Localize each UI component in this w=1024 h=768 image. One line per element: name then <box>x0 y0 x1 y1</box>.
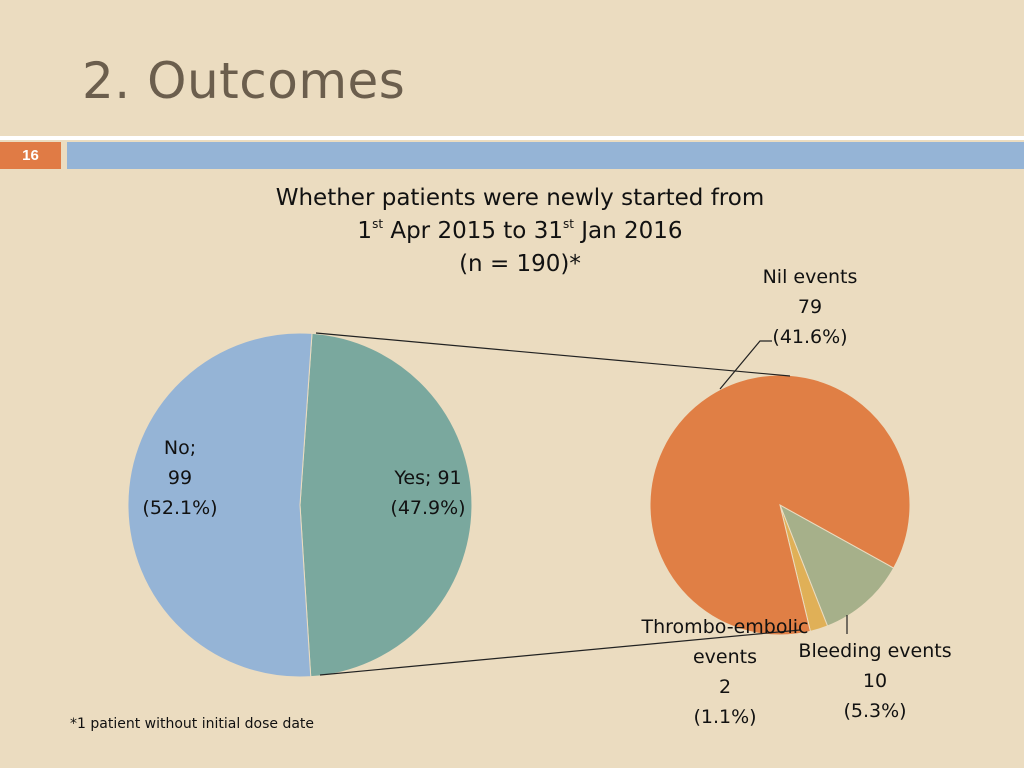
header-band <box>67 142 1024 169</box>
slice-label-no: No; 99 (52.1%) <box>130 433 230 523</box>
chart-title-line-1: Whether patients were newly started from <box>275 185 765 211</box>
footnote: *1 patient without initial dose date <box>70 716 315 732</box>
thrombo-label-line-1: Thrombo-embolic <box>641 616 809 638</box>
chart-title: Whether patients were newly started from… <box>200 182 840 281</box>
bleeding-label: Bleeding events <box>798 640 952 662</box>
nil-events-leader-line <box>719 340 772 390</box>
connector-line-top <box>315 332 791 377</box>
thrombo-count: 2 <box>718 676 732 698</box>
slice-label-thrombo: Thrombo-embolic events 2 (1.1%) <box>635 612 815 732</box>
title-end: Jan 2016 <box>573 218 683 244</box>
nil-count: 79 <box>797 296 823 318</box>
slide-number: 16 <box>0 142 61 169</box>
slide-title: 2. Outcomes <box>82 52 406 110</box>
thrombo-percent: (1.1%) <box>693 706 757 728</box>
slice-label-bleeding: Bleeding events 10 (5.3%) <box>790 636 960 726</box>
chart-title-line-3: (n = 190)* <box>459 251 581 277</box>
thrombo-label-line-2: events <box>692 646 757 668</box>
slice-label-nil-events: Nil events 79 (41.6%) <box>740 262 880 352</box>
title-sup-1: st <box>372 217 384 231</box>
nil-label: Nil events <box>762 266 858 288</box>
title-mid: Apr 2015 to 31 <box>383 218 563 244</box>
title-sup-2: st <box>562 217 574 231</box>
main-pie <box>127 332 473 678</box>
yes-percent: (47.9%) <box>390 497 466 519</box>
bleeding-percent: (5.3%) <box>843 700 907 722</box>
chart-title-line-2: 1st Apr 2015 to 31st Jan 2016 <box>200 215 840 248</box>
breakdown-pie <box>649 374 911 636</box>
slice-nil-events <box>649 374 911 636</box>
nil-percent: (41.6%) <box>772 326 848 348</box>
no-percent: (52.1%) <box>142 497 218 519</box>
slice-label-yes: Yes; 91 (47.9%) <box>378 463 478 523</box>
slice-yes <box>299 332 473 678</box>
yes-label: Yes; 91 <box>394 467 462 489</box>
bleeding-count: 10 <box>862 670 888 692</box>
no-label: No; <box>163 437 197 459</box>
title-day-1: 1 <box>357 218 373 244</box>
no-count: 99 <box>167 467 193 489</box>
slice-bleeding-events <box>779 503 895 627</box>
connector-line-bottom <box>319 629 801 676</box>
title-divider <box>0 136 1024 140</box>
slice-no <box>127 332 313 678</box>
